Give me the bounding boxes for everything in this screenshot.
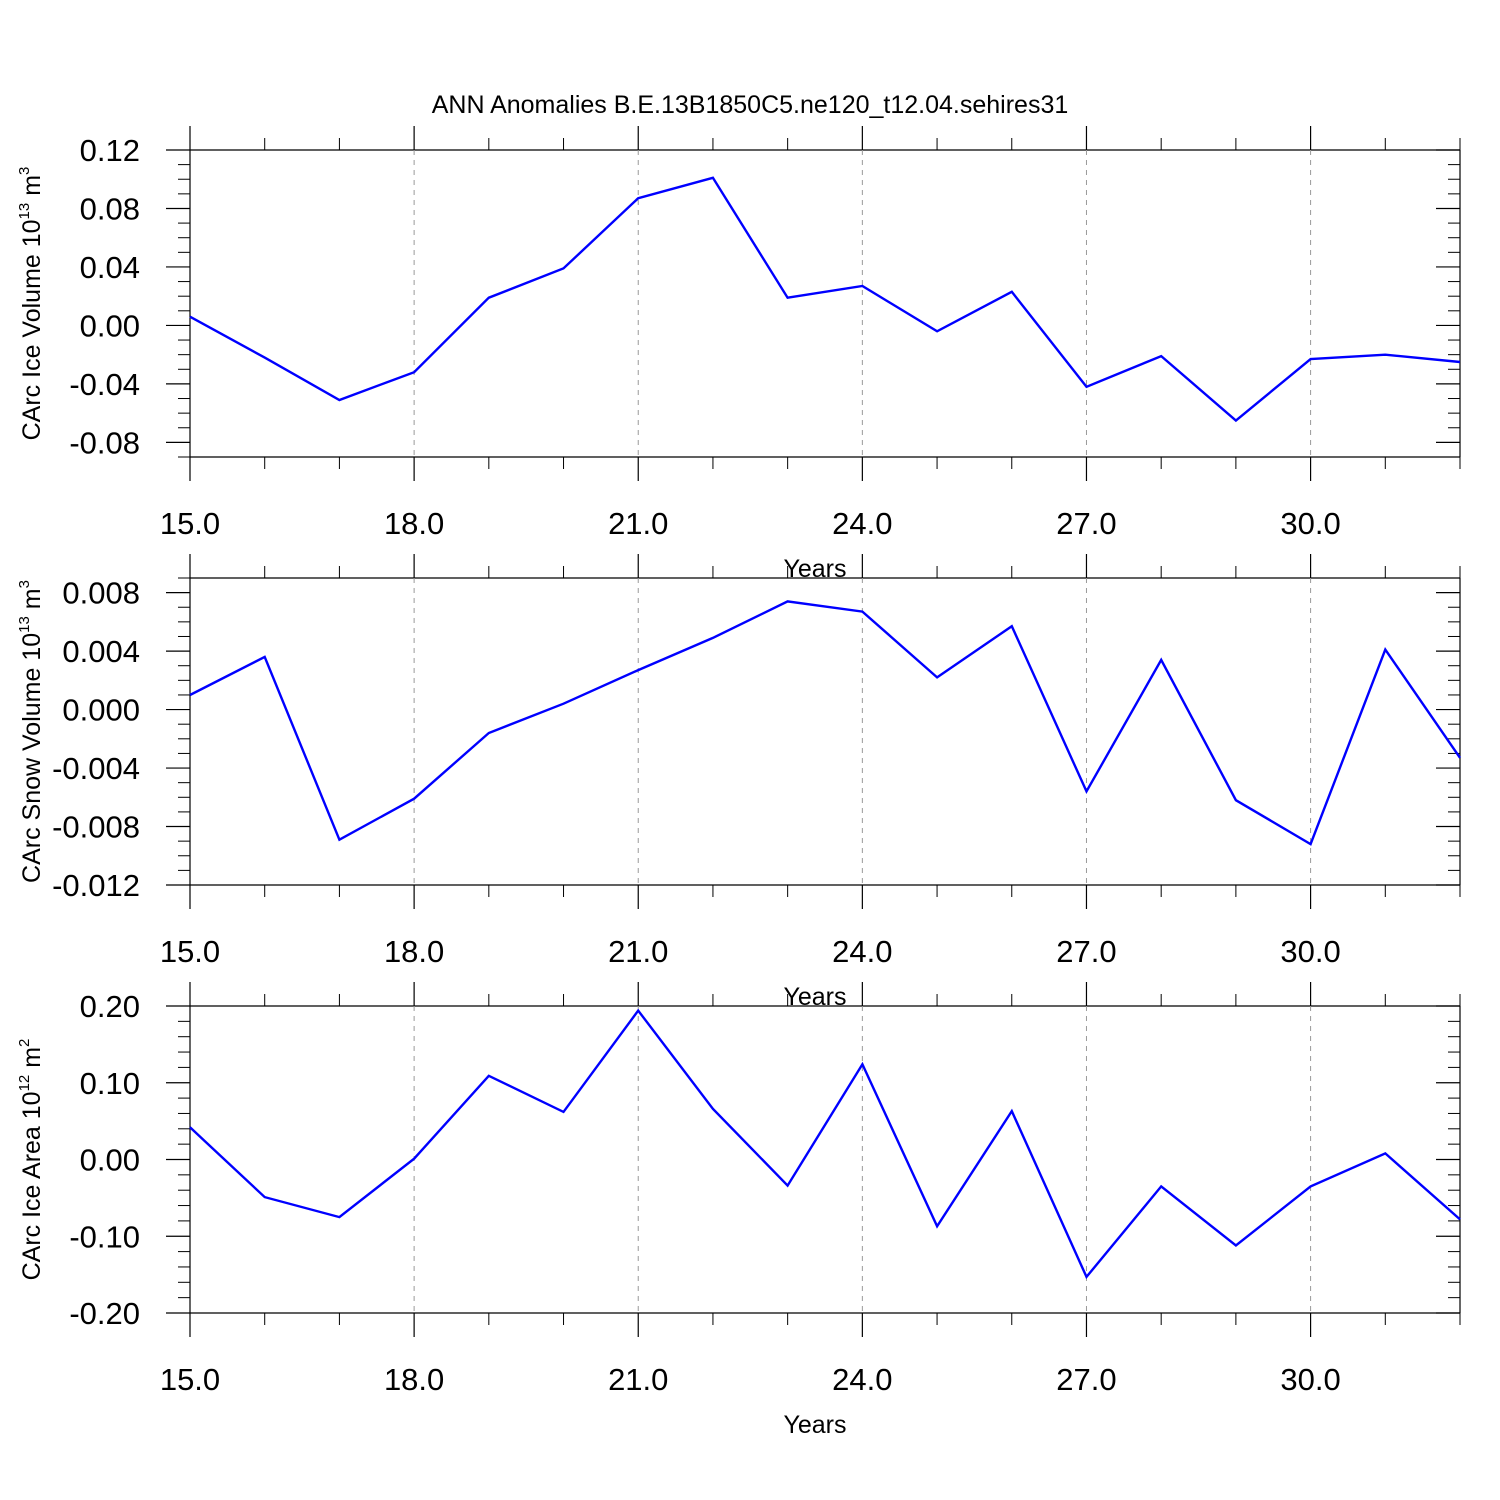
y-tick-label: -0.008 bbox=[52, 810, 140, 845]
x-tick-label: 30.0 bbox=[1280, 934, 1340, 969]
x-tick-label: 15.0 bbox=[160, 934, 220, 969]
series-line bbox=[189, 600, 1461, 846]
y-axis-label-superscript: 13 bbox=[16, 616, 33, 633]
y-tick-label: -0.20 bbox=[69, 1296, 140, 1331]
y-tick-label: 0.000 bbox=[62, 693, 140, 728]
x-tick-label: 27.0 bbox=[1056, 1362, 1116, 1397]
y-axis-label: CArc Snow Volume 1013 m3 bbox=[16, 580, 46, 883]
series-line bbox=[189, 1008, 1461, 1280]
x-tick-label: 15.0 bbox=[160, 1362, 220, 1397]
x-tick-label: 24.0 bbox=[832, 934, 892, 969]
y-tick-label: -0.012 bbox=[52, 868, 140, 903]
y-axis-label-text: CArc Snow Volume 10 bbox=[18, 633, 46, 883]
x-tick-label: 30.0 bbox=[1280, 1362, 1340, 1397]
y-axis-label-superscript: 2 bbox=[16, 1039, 33, 1047]
x-tick-label: 30.0 bbox=[1280, 506, 1340, 541]
y-axis-label-text: m bbox=[18, 175, 46, 203]
y-axis-label-superscript: 3 bbox=[16, 167, 33, 175]
x-tick-label: 21.0 bbox=[608, 934, 668, 969]
panel-1: 15.0 18.0 21.0 24.0 27.0 30.0 -0.08 -0.04 0.00 0.… bbox=[16, 126, 1461, 583]
x-tick-label: 24.0 bbox=[832, 506, 892, 541]
y-axis-label-text: CArc Ice Area 10 bbox=[18, 1091, 46, 1280]
panel-3: 15.0 18.0 21.0 24.0 27.0 30.0 -0.20 -0.10 0.00 0.… bbox=[16, 982, 1461, 1439]
figure-title: ANN Anomalies B.E.13B1850C5.ne120_t12.04… bbox=[432, 91, 1069, 119]
y-tick-label: 0.004 bbox=[62, 634, 140, 669]
x-axis-label: Years bbox=[783, 1411, 846, 1439]
y-tick-label: 0.008 bbox=[62, 576, 140, 611]
y-tick-label: 0.00 bbox=[80, 1143, 140, 1178]
y-tick-label: 0.00 bbox=[80, 308, 140, 343]
x-tick-label: 21.0 bbox=[608, 506, 668, 541]
x-tick-label: 18.0 bbox=[384, 934, 444, 969]
y-axis-label-superscript: 13 bbox=[16, 203, 33, 220]
x-tick-label: 21.0 bbox=[608, 1362, 668, 1397]
x-axis-label: Years bbox=[783, 555, 846, 583]
y-axis-label: CArc Ice Area 1012 m2 bbox=[16, 1039, 46, 1281]
y-axis-label-text: CArc Ice Volume 10 bbox=[18, 219, 46, 440]
x-tick-label: 18.0 bbox=[384, 1362, 444, 1397]
y-tick-label: 0.12 bbox=[80, 133, 140, 168]
x-tick-label: 27.0 bbox=[1056, 934, 1116, 969]
x-tick-label: 24.0 bbox=[832, 1362, 892, 1397]
y-tick-label: -0.04 bbox=[69, 367, 140, 402]
y-tick-label: 0.20 bbox=[80, 989, 140, 1024]
y-axis-label-superscript: 12 bbox=[16, 1075, 33, 1092]
y-tick-label: 0.04 bbox=[80, 250, 140, 285]
y-tick-label: -0.10 bbox=[69, 1219, 140, 1254]
x-tick-label: 18.0 bbox=[384, 506, 444, 541]
x-tick-label: 15.0 bbox=[160, 506, 220, 541]
y-axis-label-text: m bbox=[18, 1047, 46, 1075]
panel-2: 15.0 18.0 21.0 24.0 27.0 30.0 -0.012 -0.008 -0.0… bbox=[16, 554, 1461, 1011]
y-axis-label-superscript: 3 bbox=[16, 580, 33, 588]
y-tick-label: -0.08 bbox=[69, 425, 140, 460]
y-tick-label: 0.08 bbox=[80, 191, 140, 226]
y-axis-label: CArc Ice Volume 1013 m3 bbox=[16, 167, 46, 441]
x-axis-label: Years bbox=[783, 983, 846, 1011]
y-tick-label: -0.004 bbox=[52, 751, 140, 786]
series-line bbox=[189, 176, 1461, 423]
y-tick-label: 0.10 bbox=[80, 1066, 140, 1101]
y-axis-label-text: m bbox=[18, 588, 46, 616]
x-tick-label: 27.0 bbox=[1056, 506, 1116, 541]
